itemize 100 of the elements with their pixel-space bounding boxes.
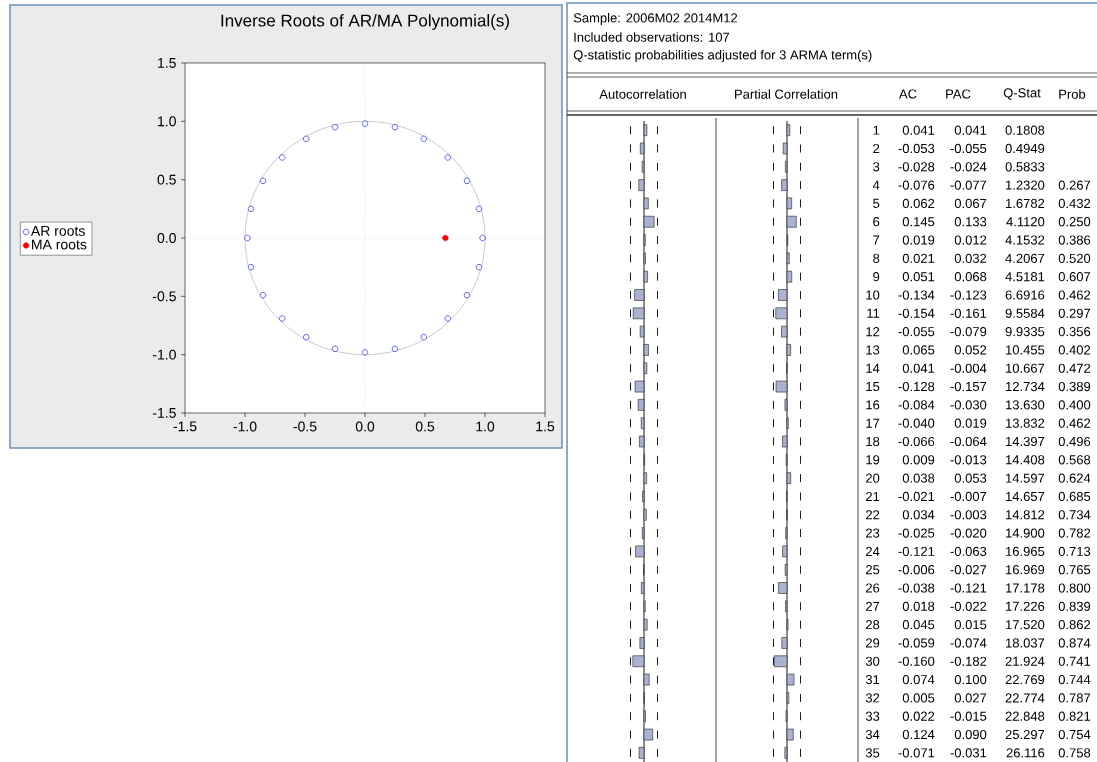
bar (643, 362, 648, 375)
point (420, 334, 427, 341)
text: 0.624 (1058, 473, 1091, 483)
y-tick-label: 29 (866, 638, 880, 648)
data-label: 0.067 (954, 198, 987, 208)
text: 0.782 (1058, 528, 1091, 538)
text: 14.397 (1006, 436, 1045, 447)
data-label: -0.007 (950, 491, 987, 502)
data-label: -0.079 (950, 327, 987, 337)
bar (643, 197, 649, 210)
data-label: -0.134 (898, 290, 935, 300)
data-label: -0.059 (898, 638, 935, 648)
y-tick-label: -1.0 (152, 349, 176, 360)
text: 0.839 (1058, 601, 1091, 611)
x-tick-label: 1.5 (536, 421, 555, 432)
text: 0.462 (1058, 418, 1091, 428)
y-tick-label: 19 (866, 455, 880, 465)
text: 4.1120 (1006, 217, 1045, 227)
y-tick-label: 33 (865, 711, 880, 721)
text: 17.178 (1006, 583, 1045, 593)
data-label: -0.031 (950, 748, 987, 758)
text: 0.496 (1058, 436, 1091, 447)
text: 14.657 (1006, 491, 1045, 502)
legend-label: MA roots (32, 239, 87, 250)
bar (634, 380, 645, 393)
y-tick-label: 0.0 (157, 233, 176, 243)
data-label: -0.040 (898, 418, 935, 428)
data-label: -0.030 (950, 400, 987, 410)
point (244, 234, 251, 242)
text: 0.758 (1058, 748, 1091, 758)
x-tick-label: 0.5 (415, 421, 435, 432)
text: 22.774 (1005, 693, 1045, 703)
y-tick-label: 6 (873, 217, 880, 227)
bar (641, 582, 645, 594)
text: 0.267 (1058, 180, 1091, 190)
y-tick-label: 28 (866, 620, 880, 630)
y-tick-label: 16 (866, 400, 880, 410)
text: 0.821 (1058, 711, 1091, 721)
bar (639, 435, 645, 448)
point (463, 292, 471, 299)
y-tick-label: 18 (866, 436, 880, 447)
point (475, 264, 483, 271)
y-tick-label: 10 (866, 290, 880, 300)
bar (786, 673, 795, 686)
y-tick-label: 14 (866, 363, 880, 373)
bar (786, 215, 797, 228)
y-tick-label: 13 (866, 345, 880, 355)
text: 14.408 (1006, 455, 1045, 465)
data-label: -0.055 (898, 327, 935, 337)
text: 18.037 (1006, 638, 1045, 648)
bar (643, 124, 648, 136)
text: Q-Stat (1003, 88, 1041, 100)
point (463, 177, 471, 184)
bar (632, 307, 645, 320)
bar (778, 582, 788, 594)
text: 22.848 (1005, 711, 1045, 721)
y-tick-label: 15 (866, 382, 880, 392)
bar (632, 655, 645, 668)
bar (639, 325, 645, 338)
data-label: -0.128 (898, 381, 935, 392)
text: 14.812 (1006, 510, 1045, 520)
text: 17.226 (1006, 601, 1045, 611)
bar (643, 344, 649, 356)
text: 22.769 (1005, 674, 1045, 685)
text: 0.765 (1058, 565, 1091, 575)
text: 16.969 (1006, 565, 1045, 575)
text: 0.400 (1058, 400, 1091, 410)
bar (643, 673, 650, 686)
point (247, 205, 255, 212)
text: 0.5833 (1005, 162, 1045, 172)
text: 0.741 (1058, 656, 1091, 666)
text: 0.754 (1058, 729, 1091, 740)
data-label: -0.066 (898, 436, 935, 447)
text: 0.713 (1058, 546, 1091, 556)
y-tick-label: 9 (873, 272, 880, 282)
text: 13.630 (1006, 400, 1045, 410)
point (444, 315, 451, 322)
data-label: 0.032 (954, 253, 987, 263)
data-label: -0.157 (950, 381, 987, 392)
data-label: -0.064 (950, 436, 987, 447)
y-tick-label: 1.5 (158, 58, 176, 68)
text: 0.4949 (1005, 143, 1045, 154)
y-tick-label: 1 (873, 125, 880, 135)
text: 4.5181 (1005, 272, 1045, 282)
chart-title: Autocorrelation (599, 89, 686, 99)
data-label: 0.053 (954, 473, 987, 483)
y-tick-label: 4 (872, 180, 880, 190)
text: 1.2320 (1006, 180, 1045, 190)
bar (786, 344, 791, 356)
point (303, 334, 310, 341)
text: 0.386 (1058, 235, 1091, 245)
bar (643, 728, 653, 741)
text: 9.9335 (1005, 327, 1045, 337)
bar (643, 472, 647, 484)
text: 0.1808 (1005, 125, 1045, 135)
bar (643, 508, 647, 521)
data-label: 0.041 (902, 363, 935, 373)
data-label: 0.124 (902, 729, 935, 740)
bar (638, 747, 645, 759)
text: 0.462 (1058, 290, 1091, 300)
